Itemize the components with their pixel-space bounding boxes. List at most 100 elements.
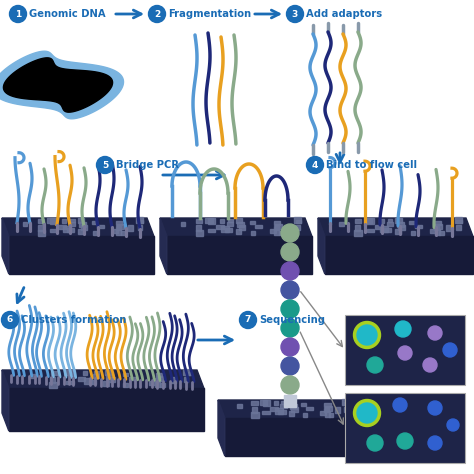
Circle shape [354,321,381,348]
Bar [78,377,85,381]
Bar [220,219,225,223]
Text: Clusters formation: Clusters formation [21,315,127,325]
Bar [216,225,224,229]
Bar [30,374,35,378]
Polygon shape [325,236,473,274]
Bar [296,225,300,230]
FancyBboxPatch shape [345,393,465,463]
Text: Genomic DNA: Genomic DNA [29,9,106,19]
Text: Bridge PCR: Bridge PCR [116,160,179,170]
Bar [251,231,255,235]
Bar [160,383,165,387]
Bar [281,403,287,408]
Bar [380,227,388,232]
Bar [434,221,441,225]
Bar [279,231,283,235]
Bar [50,228,57,232]
Polygon shape [318,218,325,274]
Polygon shape [2,370,9,431]
Bar [51,372,57,375]
Polygon shape [218,400,225,456]
Bar [289,411,294,416]
Circle shape [354,400,381,427]
Circle shape [428,401,442,415]
Circle shape [357,325,377,345]
Bar [251,401,258,405]
Bar [149,381,155,385]
Bar [185,372,191,375]
Bar [155,378,160,382]
Bar [91,221,97,225]
Bar [255,225,262,228]
Bar [384,228,392,232]
Bar [196,219,202,223]
Circle shape [148,6,165,22]
Bar [281,401,286,404]
Bar [324,409,329,411]
Bar [50,219,57,224]
Bar [275,409,283,414]
Bar [355,219,361,223]
Bar [123,383,128,387]
Bar [64,370,71,375]
Polygon shape [2,370,204,388]
Bar [68,370,74,375]
Bar [227,221,233,226]
Bar [236,229,241,234]
Bar [339,222,344,226]
Text: 2: 2 [154,9,160,18]
Bar [155,374,162,377]
Bar [157,376,164,381]
Bar [80,222,86,228]
Bar [366,228,374,232]
Polygon shape [9,388,204,431]
Text: 1: 1 [15,9,21,18]
Circle shape [281,262,299,280]
Bar [78,229,83,234]
Circle shape [97,156,113,173]
Text: Bind to flow cell: Bind to flow cell [326,160,417,170]
Text: 7: 7 [245,316,251,325]
Bar [116,221,122,225]
Bar [196,230,203,236]
Bar [303,413,307,417]
Bar [289,400,294,405]
Polygon shape [0,51,124,119]
Bar [344,401,350,405]
Bar [66,381,73,383]
Circle shape [281,224,299,242]
Bar [335,407,340,413]
Bar [249,221,255,225]
Bar [138,225,142,230]
Bar [263,400,270,406]
Circle shape [428,436,442,450]
Bar [397,222,404,228]
Bar [355,225,360,230]
Bar [286,225,291,231]
Bar [221,227,229,232]
Bar [252,407,257,412]
Bar [238,225,246,230]
Bar [364,218,372,223]
Bar [263,410,270,414]
Bar [107,374,113,379]
Bar [345,407,349,412]
Bar [128,225,133,231]
Text: Fragmentation: Fragmentation [168,9,251,19]
Bar [70,219,75,222]
Bar [367,219,374,224]
Circle shape [281,243,299,261]
Bar [275,225,282,228]
Bar [270,407,278,411]
Bar [236,218,242,223]
Bar [83,371,88,375]
Bar [410,231,415,235]
Bar [58,225,66,229]
Bar [137,219,143,223]
Polygon shape [218,400,360,418]
Bar [105,370,111,375]
Circle shape [281,376,299,394]
Circle shape [367,435,383,451]
Bar [63,227,71,232]
Circle shape [1,311,18,328]
